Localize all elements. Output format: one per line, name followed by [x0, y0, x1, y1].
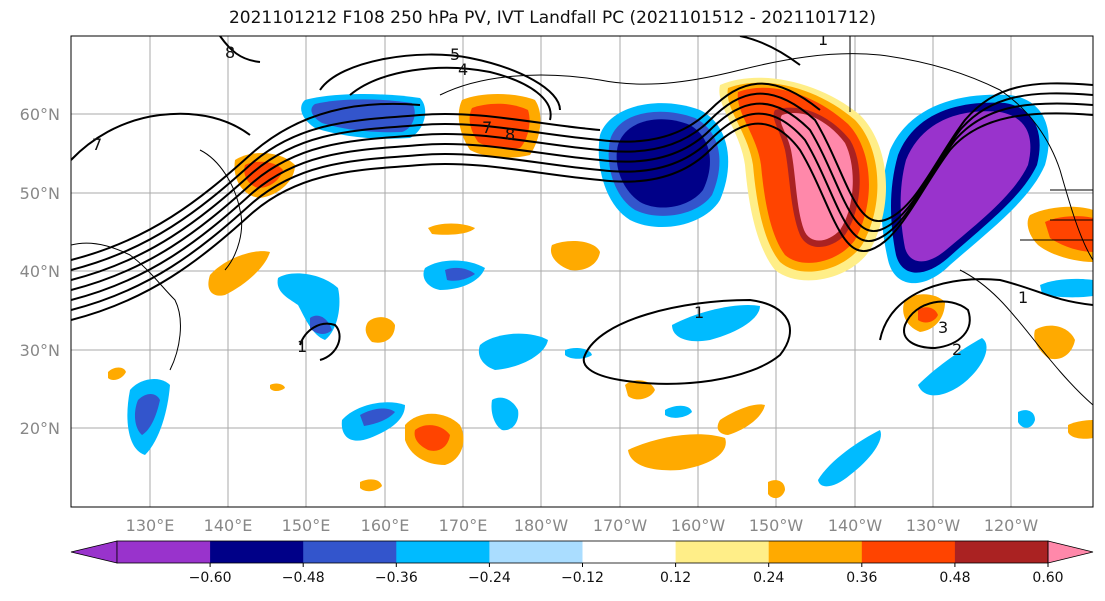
colorbar-segment: [117, 541, 211, 563]
colorbar-tick-label: −0.36: [375, 570, 418, 586]
colorbar-segment: [675, 541, 770, 563]
lon-label: 160°W: [671, 516, 726, 535]
colorbar-tick-label: 0.24: [753, 570, 784, 586]
colorbar-tick-label: 0.60: [1032, 570, 1063, 586]
contour-label: 1: [297, 337, 307, 356]
contour-label: 1: [818, 30, 828, 49]
lon-label: 170°E: [439, 516, 488, 535]
colorbar-segment: [582, 541, 677, 563]
colorbar-tick-label: −0.12: [561, 570, 604, 586]
contour-labels: 8 5 4 7 8 7 1 1 3 2 1 1: [92, 30, 1028, 359]
colorbar-segment: [768, 541, 863, 563]
colorbar-segment: [489, 541, 583, 563]
lon-label: 170°W: [593, 516, 648, 535]
lon-label: 140°W: [828, 516, 883, 535]
colorbar-segment: [954, 541, 1049, 563]
colorbar-tick-label: −0.48: [282, 570, 325, 586]
lon-label: 120°W: [984, 516, 1039, 535]
lon-label: 180°W: [514, 516, 569, 535]
colorbar-segment: [303, 541, 397, 563]
colorbar-tick-label: 0.48: [939, 570, 970, 586]
lat-label: 30°N: [20, 341, 60, 360]
longitude-labels: 130°E 140°E 150°E 160°E 170°E 180°W 170°W 160°W…: [126, 516, 1039, 535]
contour-label: 7: [92, 135, 102, 154]
negative-anomaly-areas: [127, 94, 1093, 487]
lon-label: 160°E: [361, 516, 410, 535]
positive-anomaly-areas: [108, 77, 1093, 499]
colorbar-tick-label: −0.24: [468, 570, 511, 586]
contour-label: 1: [1018, 288, 1028, 307]
colorbar: −0.60 −0.48 −0.36 −0.24 −0.12 0.12 0.24 0.36 0.4…: [70, 540, 1094, 586]
colorbar-extend-max: [1047, 540, 1094, 564]
lat-label: 20°N: [20, 419, 60, 438]
contour-label: 1: [694, 303, 704, 322]
pv-contours: [71, 36, 1093, 385]
contour-label: 8: [225, 43, 235, 62]
colorbar-segment: [861, 541, 956, 563]
latitude-labels: 60°N 50°N 40°N 30°N 20°N: [20, 105, 60, 438]
lon-label: 150°E: [282, 516, 331, 535]
lon-label: 130°E: [126, 516, 175, 535]
lon-label: 150°W: [749, 516, 804, 535]
contour-label: 3: [938, 318, 948, 337]
lat-label: 60°N: [20, 105, 60, 124]
contour-label: 4: [458, 60, 468, 79]
contour-label: 8: [505, 125, 515, 144]
lon-label: 140°E: [204, 516, 253, 535]
colorbar-extend-min: [70, 540, 118, 564]
contour-label: 2: [952, 340, 962, 359]
colorbar-segment: [396, 541, 490, 563]
contour-label: 5: [450, 45, 460, 64]
map-border: [70, 35, 1094, 508]
colorbar-tick-label: −0.60: [189, 570, 232, 586]
lon-label: 130°W: [906, 516, 961, 535]
colorbar-tick-label: 0.36: [846, 570, 877, 586]
colorbar-segment: [210, 541, 304, 563]
lat-label: 50°N: [20, 184, 60, 203]
colorbar-tick-label: 0.12: [660, 570, 691, 586]
contour-label: 7: [482, 118, 492, 137]
coastlines: [71, 36, 1093, 406]
lat-label: 40°N: [20, 262, 60, 281]
chart-title: 2021101212 F108 250 hPa PV, IVT Landfall…: [228, 8, 876, 28]
